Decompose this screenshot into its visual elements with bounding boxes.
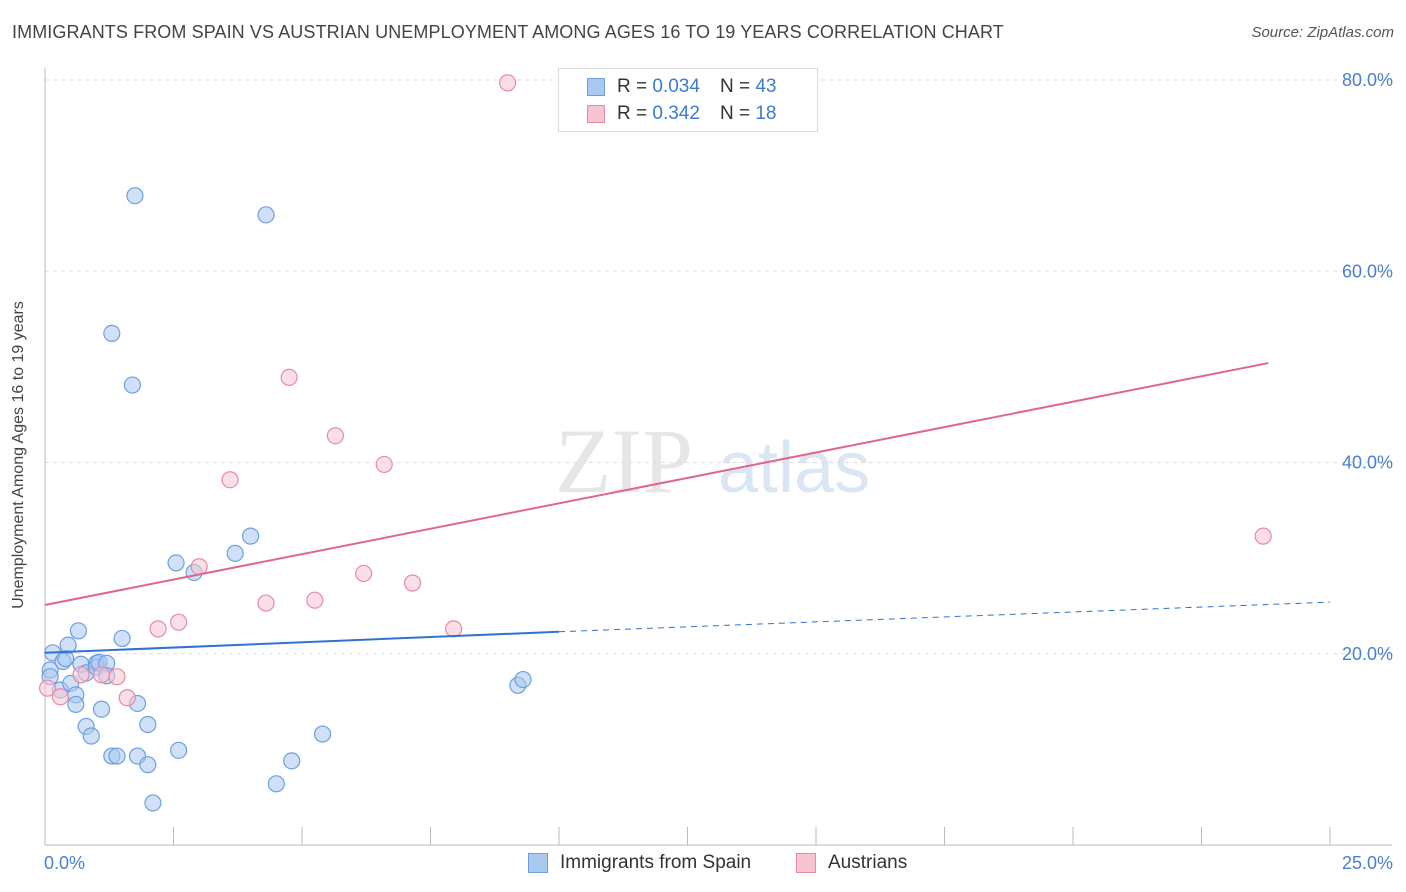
spain-point — [113, 629, 131, 648]
spain-point — [92, 700, 111, 718]
spain-point — [313, 725, 332, 743]
bottom-legend-label: Austrians — [828, 852, 908, 873]
watermark-atlas: atlas — [718, 428, 870, 508]
austrian-point — [190, 558, 208, 576]
legend-swatch-spain — [587, 78, 605, 96]
austrian-point — [280, 368, 298, 386]
y-axis-label: Unemployment Among Ages 16 to 19 years — [10, 301, 27, 609]
spain-point — [144, 794, 162, 812]
bottom-legend-spain: Immigrants from Spain — [528, 852, 751, 874]
bottom-swatch-spain — [528, 853, 548, 873]
spain-point — [514, 670, 532, 689]
spain-point — [82, 727, 100, 745]
austrian-point — [257, 594, 275, 612]
austrian-point — [170, 613, 188, 631]
legend-r-value: 0.034 — [652, 76, 700, 97]
austrian-point — [51, 688, 70, 706]
bottom-legend-austrians: Austrians — [796, 852, 907, 874]
spain-point — [267, 775, 285, 793]
austrian-point — [221, 471, 239, 489]
austrian-point — [375, 455, 393, 474]
austrian-point — [355, 564, 373, 583]
austrian-point — [149, 620, 167, 638]
austrian-point — [306, 591, 324, 609]
spain-point — [242, 527, 260, 545]
spain-point — [283, 752, 301, 770]
legend-r-label: R = — [617, 103, 648, 124]
spain-point — [103, 324, 121, 343]
legend-n-value: 18 — [755, 103, 777, 124]
legend-row-austrians: R = 0.342 N = 18 — [587, 102, 776, 126]
spain-point — [59, 636, 77, 654]
austrian-point — [38, 679, 57, 697]
legend-n-label: N = — [719, 76, 751, 97]
bottom-swatch-austrians — [796, 853, 816, 873]
spain-trend-extension — [558, 601, 1331, 633]
legend-n-value: 43 — [755, 76, 777, 97]
x-tick-label: 25.0% — [1342, 853, 1393, 873]
legend-r-value: 0.342 — [652, 103, 700, 124]
austrian-point — [92, 666, 111, 684]
austrian-trend-line — [44, 362, 1269, 606]
spain-point — [139, 715, 157, 734]
watermark-zip: ZIP — [555, 410, 693, 512]
spain-point — [167, 554, 185, 572]
austrian-point — [118, 689, 136, 707]
austrian-point — [403, 574, 422, 592]
legend-n-label: N = — [719, 103, 751, 124]
austrian-point — [1254, 527, 1272, 545]
y-tick-label: 40.0% — [1342, 453, 1393, 473]
austrian-point — [445, 620, 463, 638]
y-tick-label: 20.0% — [1342, 644, 1393, 664]
spain-point — [257, 206, 275, 224]
austrian-point — [326, 427, 345, 445]
austrian-point — [72, 666, 90, 684]
x-tick-label: 0.0% — [44, 853, 85, 873]
spain-point — [123, 376, 141, 394]
spain-point — [108, 747, 126, 765]
correlation-legend: R = 0.034 N = 43 R = 0.342 N = 18 — [558, 68, 818, 132]
spain-point — [67, 695, 85, 714]
legend-swatch-austrians — [587, 105, 605, 123]
legend-r-label: R = — [617, 76, 648, 97]
spain-point — [139, 756, 157, 774]
spain-point — [69, 622, 88, 640]
spain-point — [126, 187, 144, 205]
y-tick-label: 80.0% — [1342, 70, 1393, 90]
y-tick-label: 60.0% — [1342, 261, 1393, 281]
spain-trend-line — [44, 630, 560, 654]
spain-point — [226, 544, 244, 562]
austrian-point — [499, 74, 517, 92]
austrian-point — [108, 668, 126, 686]
bottom-legend-label: Immigrants from Spain — [560, 852, 752, 873]
spain-point — [170, 741, 188, 759]
source-label: Source: ZipAtlas.com — [1251, 24, 1394, 41]
legend-row-spain: R = 0.034 N = 43 — [587, 75, 776, 99]
chart-title: IMMIGRANTS FROM SPAIN VS AUSTRIAN UNEMPL… — [12, 22, 1004, 42]
